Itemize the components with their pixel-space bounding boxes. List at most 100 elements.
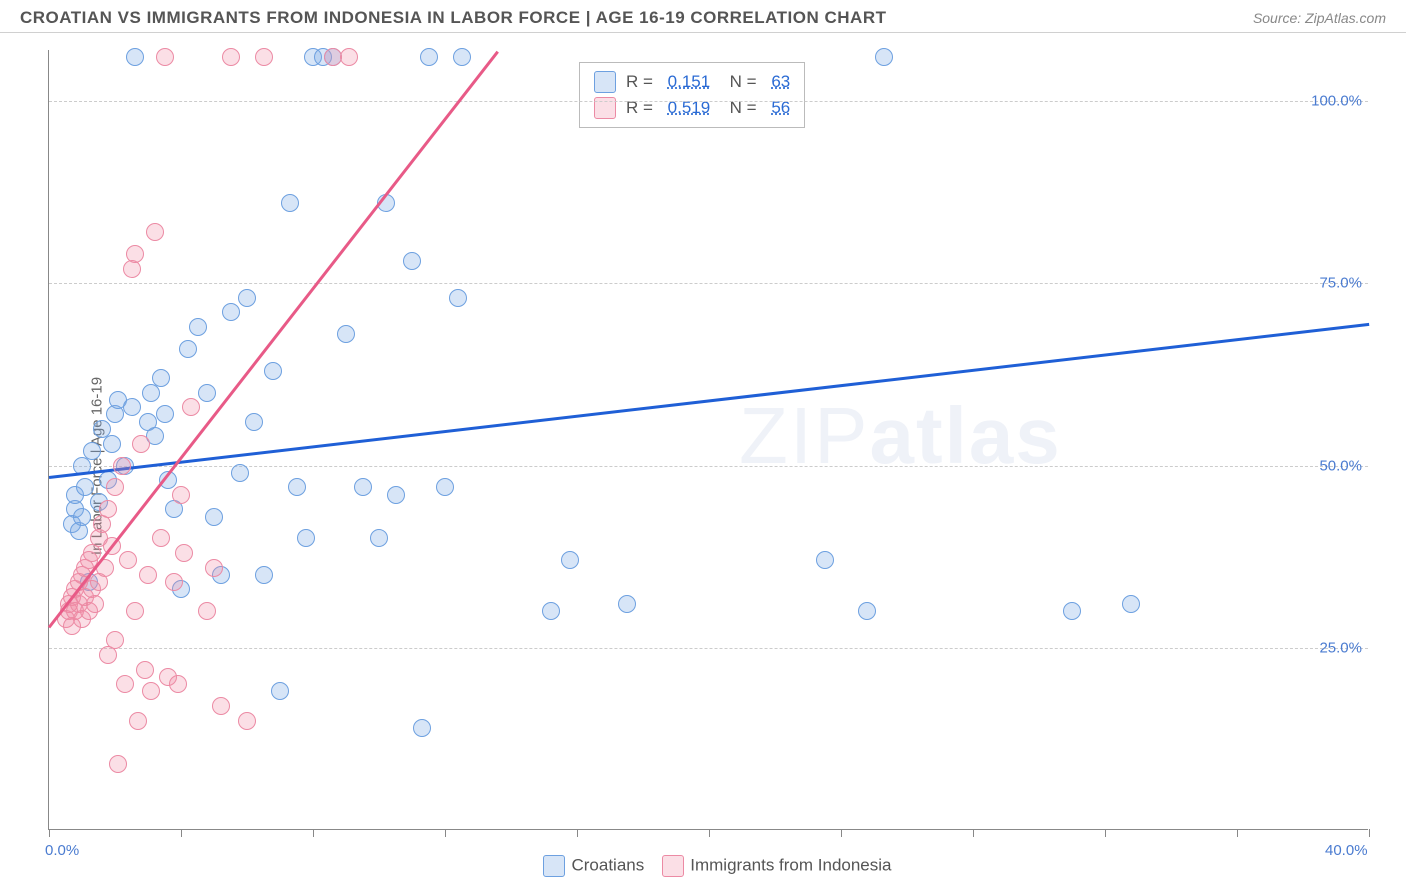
- y-tick-label: 100.0%: [1311, 93, 1362, 110]
- data-point-croatians: [618, 595, 636, 613]
- data-point-croatians: [403, 252, 421, 270]
- legend-label-indonesia: Immigrants from Indonesia: [690, 855, 891, 874]
- chart-area: In Labor Force | Age 16-19 ZIPatlas R = …: [0, 40, 1406, 892]
- chart-source: Source: ZipAtlas.com: [1253, 10, 1386, 26]
- data-point-croatians: [123, 398, 141, 416]
- data-point-indonesia: [113, 457, 131, 475]
- data-point-indonesia: [152, 529, 170, 547]
- data-point-indonesia: [156, 48, 174, 66]
- x-tick: [181, 829, 182, 837]
- data-point-croatians: [245, 413, 263, 431]
- x-tick: [445, 829, 446, 837]
- data-point-indonesia: [99, 500, 117, 518]
- data-point-croatians: [413, 719, 431, 737]
- stat-r-label: R =: [626, 72, 658, 92]
- data-point-indonesia: [324, 48, 342, 66]
- regression-line-croatians: [49, 323, 1369, 479]
- data-point-croatians: [542, 602, 560, 620]
- data-point-croatians: [83, 442, 101, 460]
- stat-n-value: 63: [771, 72, 790, 92]
- x-tick: [1369, 829, 1370, 837]
- x-tick: [49, 829, 50, 837]
- data-point-indonesia: [255, 48, 273, 66]
- data-point-croatians: [271, 682, 289, 700]
- gridline-h: [49, 101, 1368, 102]
- data-point-indonesia: [86, 595, 104, 613]
- data-point-indonesia: [116, 675, 134, 693]
- y-tick-label: 50.0%: [1319, 457, 1362, 474]
- data-point-croatians: [238, 289, 256, 307]
- data-point-indonesia: [212, 697, 230, 715]
- data-point-indonesia: [106, 478, 124, 496]
- regression-line-indonesia: [48, 51, 499, 629]
- data-point-croatians: [453, 48, 471, 66]
- data-point-indonesia: [165, 573, 183, 591]
- data-point-indonesia: [146, 223, 164, 241]
- data-point-croatians: [231, 464, 249, 482]
- data-point-indonesia: [126, 245, 144, 263]
- data-point-indonesia: [119, 551, 137, 569]
- data-point-croatians: [73, 508, 91, 526]
- scatter-plot: ZIPatlas R = 0.151 N = 63R = 0.519 N = 5…: [48, 50, 1368, 830]
- data-point-croatians: [126, 48, 144, 66]
- data-point-indonesia: [129, 712, 147, 730]
- data-point-croatians: [179, 340, 197, 358]
- data-point-indonesia: [132, 435, 150, 453]
- data-point-croatians: [387, 486, 405, 504]
- data-point-croatians: [103, 435, 121, 453]
- data-point-indonesia: [222, 48, 240, 66]
- data-point-indonesia: [175, 544, 193, 562]
- data-point-croatians: [354, 478, 372, 496]
- stats-row-croatians: R = 0.151 N = 63: [594, 69, 790, 95]
- data-point-croatians: [436, 478, 454, 496]
- x-tick: [709, 829, 710, 837]
- data-point-croatians: [875, 48, 893, 66]
- correlation-stats-box: R = 0.151 N = 63R = 0.519 N = 56: [579, 62, 805, 128]
- data-point-indonesia: [142, 682, 160, 700]
- gridline-h: [49, 283, 1368, 284]
- x-tick: [1105, 829, 1106, 837]
- data-point-croatians: [1063, 602, 1081, 620]
- data-point-croatians: [858, 602, 876, 620]
- data-point-indonesia: [198, 602, 216, 620]
- data-point-indonesia: [139, 566, 157, 584]
- data-point-indonesia: [340, 48, 358, 66]
- watermark-bold: atlas: [869, 391, 1061, 480]
- data-point-croatians: [205, 508, 223, 526]
- data-point-indonesia: [106, 631, 124, 649]
- data-point-croatians: [222, 303, 240, 321]
- stats-row-indonesia: R = 0.519 N = 56: [594, 95, 790, 121]
- swatch-croatians: [594, 71, 616, 93]
- data-point-croatians: [420, 48, 438, 66]
- data-point-croatians: [297, 529, 315, 547]
- data-point-croatians: [370, 529, 388, 547]
- data-point-croatians: [76, 478, 94, 496]
- legend-swatch-croatians: [543, 855, 565, 877]
- x-tick: [841, 829, 842, 837]
- y-tick-label: 25.0%: [1319, 639, 1362, 656]
- data-point-indonesia: [126, 602, 144, 620]
- data-point-croatians: [198, 384, 216, 402]
- data-point-croatians: [255, 566, 273, 584]
- data-point-indonesia: [172, 486, 190, 504]
- data-point-indonesia: [109, 755, 127, 773]
- chart-header: CROATIAN VS IMMIGRANTS FROM INDONESIA IN…: [0, 0, 1406, 33]
- legend-label-croatians: Croatians: [571, 855, 644, 874]
- gridline-h: [49, 648, 1368, 649]
- data-point-croatians: [1122, 595, 1140, 613]
- data-point-croatians: [152, 369, 170, 387]
- data-point-indonesia: [238, 712, 256, 730]
- data-point-croatians: [189, 318, 207, 336]
- data-point-croatians: [156, 405, 174, 423]
- stat-n-label: N =: [720, 72, 761, 92]
- x-tick: [1237, 829, 1238, 837]
- x-tick: [313, 829, 314, 837]
- stat-r-value: 0.151: [668, 72, 711, 92]
- data-point-indonesia: [169, 675, 187, 693]
- x-tick-label: 40.0%: [1325, 842, 1368, 859]
- x-tick: [577, 829, 578, 837]
- x-tick: [973, 829, 974, 837]
- x-tick-label: 0.0%: [45, 842, 79, 859]
- chart-title: CROATIAN VS IMMIGRANTS FROM INDONESIA IN…: [20, 8, 887, 28]
- data-point-indonesia: [182, 398, 200, 416]
